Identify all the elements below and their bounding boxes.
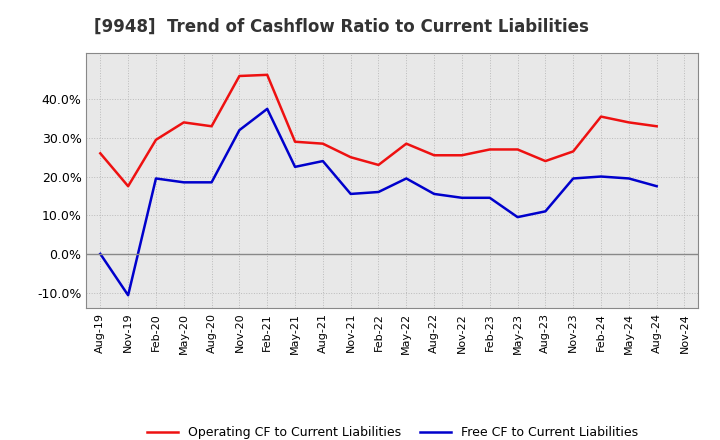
Operating CF to Current Liabilities <box>597 114 606 119</box>
Free CF to Current Liabilities <box>179 180 188 185</box>
Free CF to Current Liabilities <box>541 209 550 214</box>
Free CF to Current Liabilities <box>291 164 300 169</box>
Legend: Operating CF to Current Liabilities, Free CF to Current Liabilities: Operating CF to Current Liabilities, Fre… <box>142 422 643 440</box>
Operating CF to Current Liabilities <box>485 147 494 152</box>
Line: Free CF to Current Liabilities: Free CF to Current Liabilities <box>100 109 657 295</box>
Operating CF to Current Liabilities <box>652 124 661 129</box>
Free CF to Current Liabilities <box>235 128 243 133</box>
Free CF to Current Liabilities <box>513 214 522 220</box>
Free CF to Current Liabilities <box>263 106 271 111</box>
Free CF to Current Liabilities <box>346 191 355 197</box>
Operating CF to Current Liabilities <box>207 124 216 129</box>
Free CF to Current Liabilities <box>430 191 438 197</box>
Free CF to Current Liabilities <box>318 158 327 164</box>
Free CF to Current Liabilities <box>569 176 577 181</box>
Operating CF to Current Liabilities <box>374 162 383 168</box>
Line: Operating CF to Current Liabilities: Operating CF to Current Liabilities <box>100 75 657 186</box>
Operating CF to Current Liabilities <box>179 120 188 125</box>
Free CF to Current Liabilities <box>597 174 606 179</box>
Operating CF to Current Liabilities <box>430 153 438 158</box>
Free CF to Current Liabilities <box>152 176 161 181</box>
Operating CF to Current Liabilities <box>96 150 104 156</box>
Free CF to Current Liabilities <box>374 189 383 194</box>
Operating CF to Current Liabilities <box>624 120 633 125</box>
Operating CF to Current Liabilities <box>346 154 355 160</box>
Operating CF to Current Liabilities <box>458 153 467 158</box>
Free CF to Current Liabilities <box>624 176 633 181</box>
Operating CF to Current Liabilities <box>291 139 300 144</box>
Free CF to Current Liabilities <box>96 251 104 257</box>
Free CF to Current Liabilities <box>485 195 494 201</box>
Free CF to Current Liabilities <box>458 195 467 201</box>
Operating CF to Current Liabilities <box>235 73 243 79</box>
Operating CF to Current Liabilities <box>318 141 327 147</box>
Operating CF to Current Liabilities <box>402 141 410 147</box>
Operating CF to Current Liabilities <box>263 72 271 77</box>
Operating CF to Current Liabilities <box>541 158 550 164</box>
Operating CF to Current Liabilities <box>513 147 522 152</box>
Free CF to Current Liabilities <box>652 183 661 189</box>
Operating CF to Current Liabilities <box>569 149 577 154</box>
Operating CF to Current Liabilities <box>124 183 132 189</box>
Free CF to Current Liabilities <box>207 180 216 185</box>
Free CF to Current Liabilities <box>124 293 132 298</box>
Operating CF to Current Liabilities <box>152 137 161 143</box>
Text: [9948]  Trend of Cashflow Ratio to Current Liabilities: [9948] Trend of Cashflow Ratio to Curren… <box>94 18 588 36</box>
Free CF to Current Liabilities <box>402 176 410 181</box>
